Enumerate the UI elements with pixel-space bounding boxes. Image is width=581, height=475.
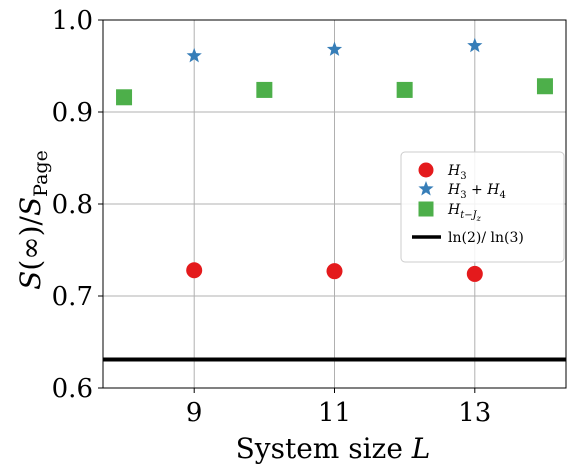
- x-tick-label: 13: [458, 398, 491, 428]
- data-point-star: [186, 47, 202, 63]
- y-tick-label: 0.8: [52, 190, 93, 220]
- data-point-star: [326, 41, 343, 56]
- data-point-circle: [466, 265, 483, 282]
- legend-label-h3: H3: [447, 163, 467, 182]
- data-point-square: [396, 81, 413, 98]
- y-tick-label: 0.6: [52, 374, 93, 404]
- legend-marker-square: [418, 201, 434, 217]
- y-tick-label: 0.7: [52, 282, 93, 312]
- svg-text:S(∞)/SPage: S(∞)/SPage: [14, 150, 52, 290]
- legend-marker-circle: [418, 162, 434, 178]
- legend-item-htjz: Ht−Jz: [418, 201, 482, 223]
- x-axis-title: System size L: [236, 432, 431, 465]
- legend-item-h3: H3: [418, 162, 467, 182]
- legend-item-ln-ratio: ln(2)/ ln(3): [412, 230, 524, 246]
- data-point-square: [256, 81, 273, 98]
- legend-label-htjz: Ht−Jz: [447, 202, 482, 223]
- x-tick-label: 9: [186, 398, 203, 428]
- legend-label-ln-ratio: ln(2)/ ln(3): [448, 230, 524, 246]
- x-tick-label: 11: [318, 398, 351, 428]
- y-ticks: 0.6 0.7 0.8 0.9 1.0: [52, 6, 103, 404]
- legend-item-h3-h4: H3 + H4: [418, 181, 506, 201]
- y-tick-label: 0.9: [52, 98, 93, 128]
- legend-label-h3-h4: H3 + H4: [447, 182, 506, 201]
- data-point-star: [467, 37, 483, 53]
- data-markers: [116, 37, 553, 282]
- legend: H3 H3 + H4 Ht−Jz ln(2)/ ln(3): [400, 151, 565, 263]
- data-point-circle: [326, 263, 343, 280]
- y-axis-title: S(∞)/SPage: [14, 150, 52, 290]
- legend-frame: [400, 151, 565, 263]
- data-point-square: [536, 78, 553, 95]
- y-tick-label: 1.0: [52, 6, 93, 36]
- x-ticks: 9 11 13: [186, 388, 491, 428]
- data-point-square: [116, 89, 133, 106]
- data-point-circle: [186, 262, 203, 279]
- legend-marker-star: [418, 181, 434, 196]
